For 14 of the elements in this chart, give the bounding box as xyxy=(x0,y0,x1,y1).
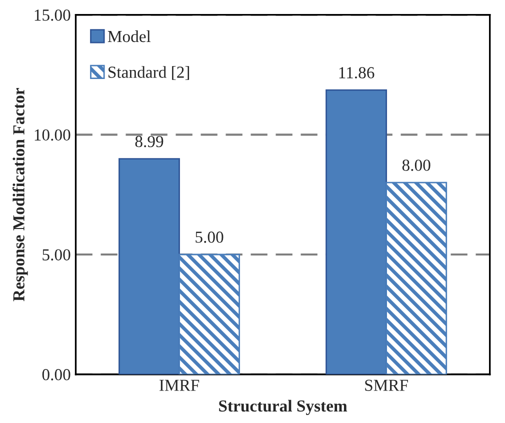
y-tick-label: 10.00 xyxy=(34,129,70,141)
y-tick-label: 0.00 xyxy=(42,369,70,380)
x-tick-label: SMRF xyxy=(365,380,408,391)
legend-label: Model xyxy=(108,30,151,42)
y-axis-title: Response Modification Factor xyxy=(12,88,28,302)
y-tick-label: 5.00 xyxy=(42,249,70,261)
data-label: 11.86 xyxy=(339,67,374,78)
legend-label: Standard [2] xyxy=(108,66,190,80)
x-axis-title: Structural System xyxy=(219,400,348,416)
data-label: 8.00 xyxy=(402,160,430,171)
y-tick-label: 15.00 xyxy=(34,10,70,21)
data-label: 8.99 xyxy=(135,136,164,148)
data-label: 5.00 xyxy=(196,232,224,243)
x-tick-label: IMRF xyxy=(160,380,200,391)
